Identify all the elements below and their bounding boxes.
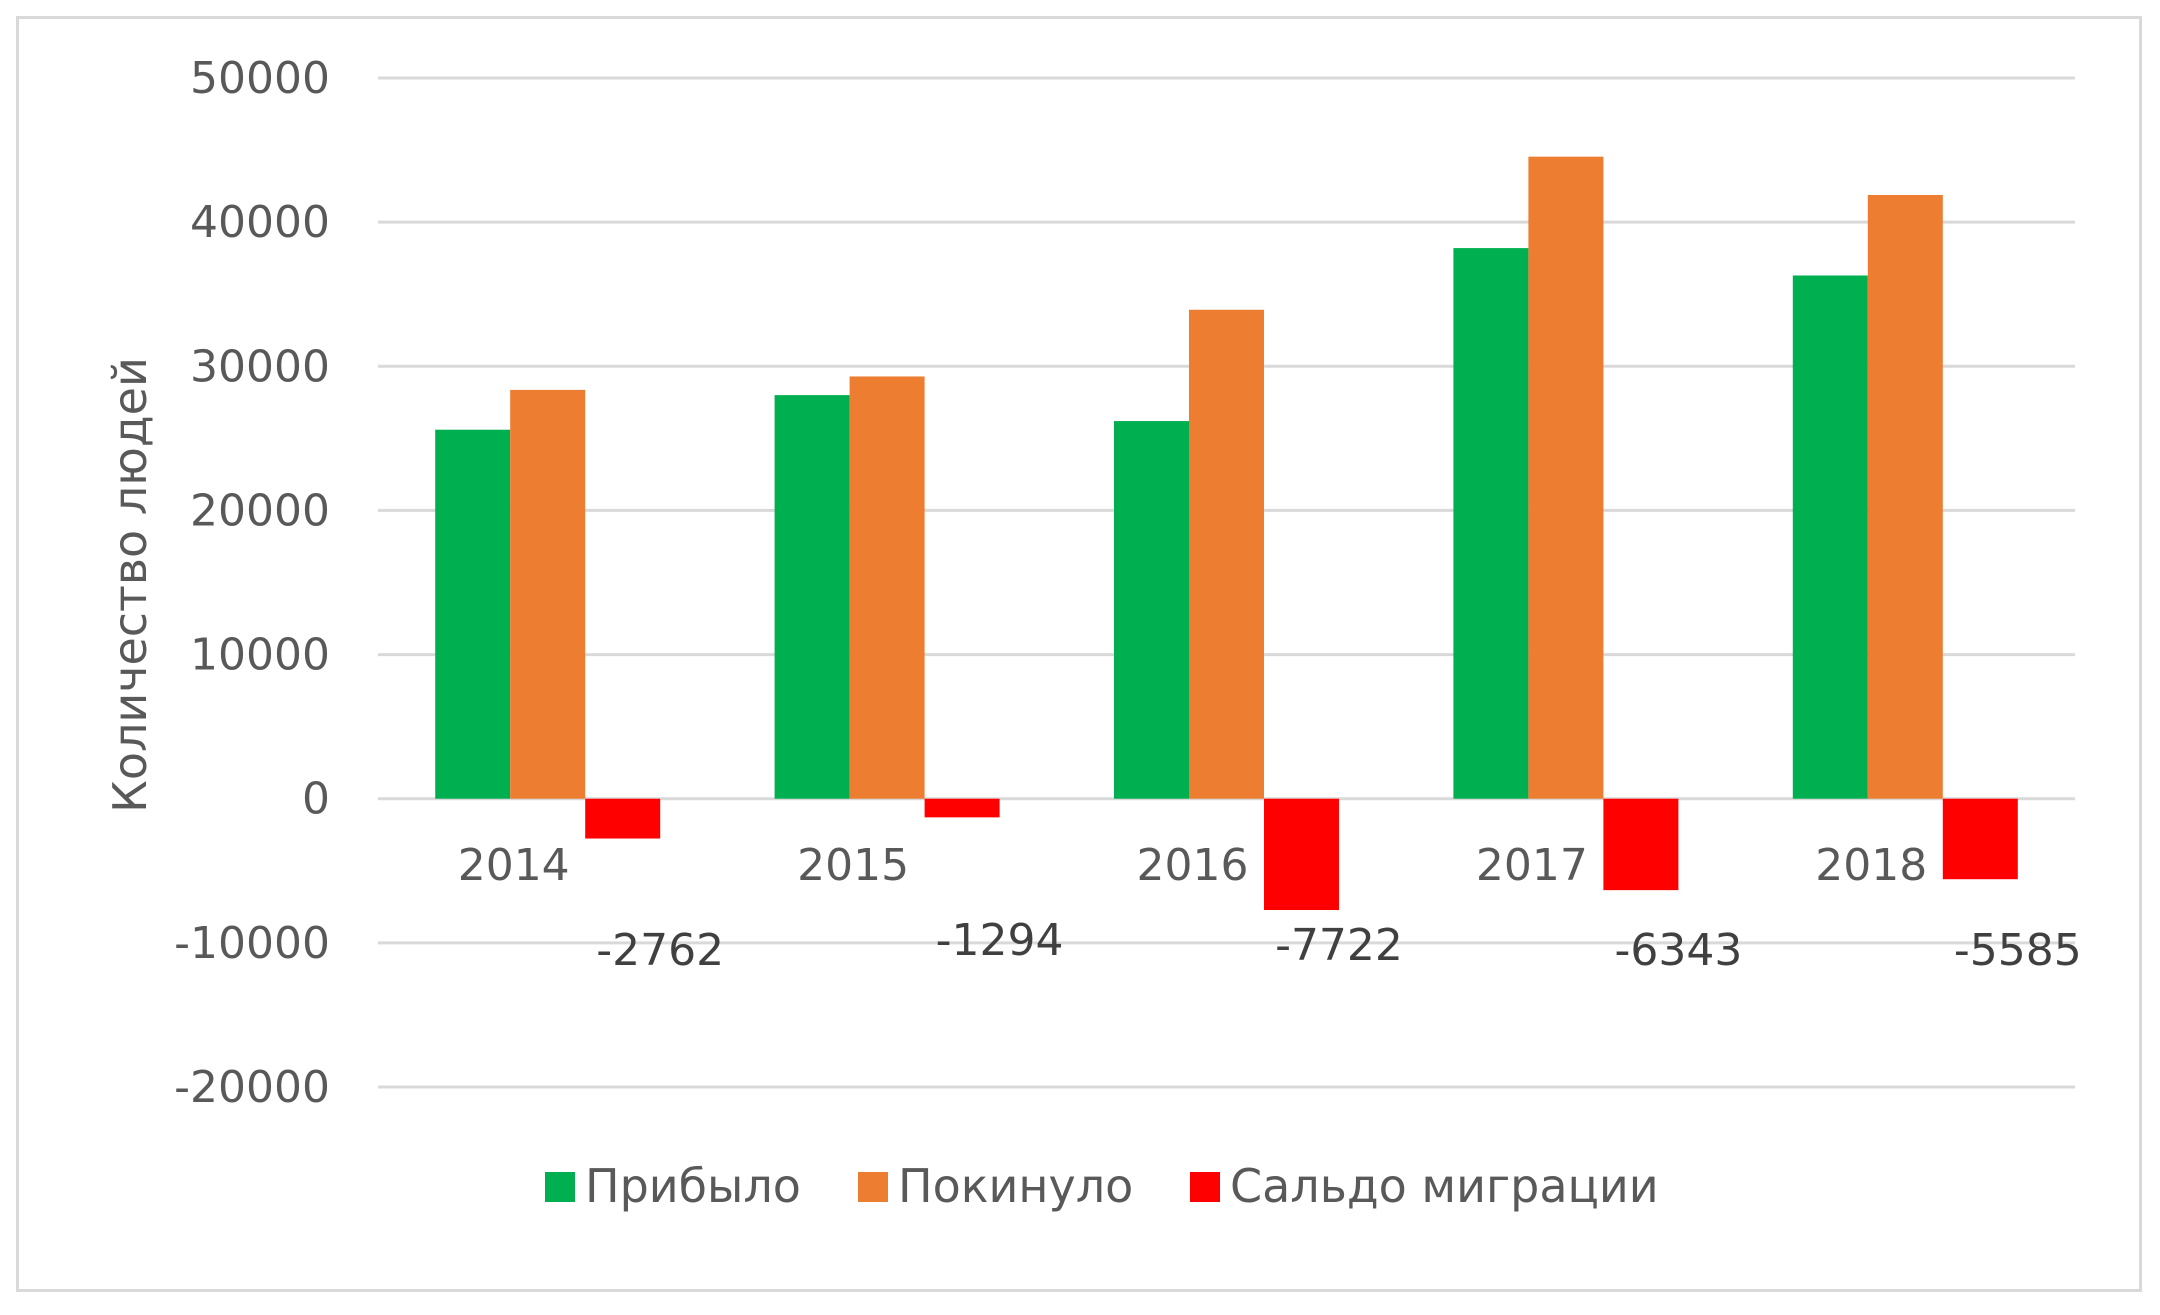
y-tick-label: 20000 [190,485,330,536]
bar-Сальдо-миграции-2016 [1264,798,1339,911]
y-tick-label: 0 [302,774,330,825]
bar-Прибыло-2017 [1453,248,1529,799]
legend-swatch [858,1172,888,1202]
x-axis-ticks: 2014 2015 2016 2017 2018 [458,840,1928,891]
data-label: -5585 [1954,925,2082,976]
bar-Покинуло-2015 [849,376,925,799]
data-label: -6343 [1614,925,1742,976]
legend-swatch [1190,1172,1220,1202]
bar-Покинуло-2017 [1528,156,1604,799]
y-tick-label: -10000 [174,918,330,969]
legend: Прибыло Покинуло Сальдо миграции [545,1159,1659,1213]
bar-Прибыло-2014 [435,429,511,799]
data-labels: -2762 -1294 -7722 -6343 -5585 [596,915,2081,976]
y-axis-ticks: 50000 40000 30000 20000 10000 0 -10000 -20000 [174,53,330,1113]
bar-Покинуло-2018 [1867,194,1943,799]
y-tick-label: 10000 [190,630,330,681]
x-tick-label: 2015 [797,840,909,891]
y-tick-label: 50000 [190,53,330,104]
legend-label: Прибыло [585,1159,801,1213]
legend-swatch [545,1172,575,1202]
data-label: -1294 [936,915,1064,966]
x-tick-label: 2014 [458,840,570,891]
bar-Сальдо-миграции-2014 [585,798,661,839]
legend-label: Сальдо миграции [1230,1159,1659,1213]
bar-Сальдо-миграции-2015 [924,798,1000,818]
x-tick-label: 2018 [1815,840,1927,891]
data-label: -2762 [596,925,724,976]
y-tick-label: 30000 [190,341,330,392]
bar-Сальдо-миграции-2017 [1603,798,1679,891]
y-tick-label: 40000 [190,197,330,248]
bar-Покинуло-2014 [510,389,586,799]
x-tick-label: 2016 [1137,840,1249,891]
data-label: -7722 [1275,920,1403,971]
bar-Прибыло-2016 [1114,421,1189,799]
bar-Сальдо-миграции-2018 [1942,798,2018,880]
bar-Прибыло-2015 [774,395,850,799]
y-tick-label: -20000 [174,1062,330,1113]
legend-label: Покинуло [898,1159,1133,1213]
y-axis-label: Количество людей [103,357,157,813]
bars [435,156,2018,911]
bar-Покинуло-2016 [1189,309,1264,799]
bar-Прибыло-2018 [1792,275,1868,799]
x-tick-label: 2017 [1476,840,1588,891]
